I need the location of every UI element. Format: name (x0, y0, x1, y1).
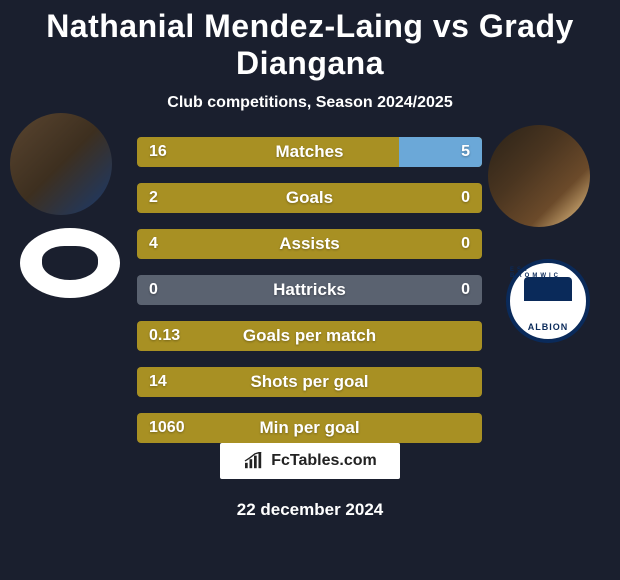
stat-row: 4Assists0 (137, 229, 482, 259)
stat-label: Goals per match (137, 326, 482, 346)
stat-row: 0Hattricks0 (137, 275, 482, 305)
stat-label: Assists (137, 234, 482, 254)
stat-label: Matches (137, 142, 482, 162)
club-logo-left (20, 228, 120, 298)
player-photo-right (488, 125, 590, 227)
wba-badge-icon: EST BROMWIC ALBION (506, 259, 590, 343)
stat-row: 16Matches5 (137, 137, 482, 167)
watermark[interactable]: FcTables.com (220, 443, 400, 479)
stat-value-right: 0 (461, 235, 470, 253)
watermark-text: FcTables.com (271, 452, 377, 470)
club-logo-right: EST BROMWIC ALBION (506, 259, 590, 343)
stat-row: 14Shots per goal (137, 367, 482, 397)
stat-label: Shots per goal (137, 372, 482, 392)
stat-row: 0.13Goals per match (137, 321, 482, 351)
stat-value-right: 0 (461, 189, 470, 207)
player-photo-left (10, 113, 112, 215)
page-title: Nathanial Mendez-Laing vs Grady Diangana (0, 8, 620, 82)
stat-row: 1060Min per goal (137, 413, 482, 443)
stat-label: Min per goal (137, 418, 482, 438)
date-label: 22 december 2024 (0, 500, 620, 520)
stat-value-right: 0 (461, 281, 470, 299)
stat-label: Hattricks (137, 280, 482, 300)
comparison-card: Nathanial Mendez-Laing vs Grady Diangana… (0, 0, 620, 580)
stat-label: Goals (137, 188, 482, 208)
stats-list: 16Matches52Goals04Assists00Hattricks00.1… (137, 137, 482, 443)
stat-row: 2Goals0 (137, 183, 482, 213)
chart-icon (243, 452, 265, 470)
derby-ram-icon (20, 228, 120, 298)
subtitle: Club competitions, Season 2024/2025 (0, 94, 620, 112)
stat-value-right: 5 (461, 143, 470, 161)
